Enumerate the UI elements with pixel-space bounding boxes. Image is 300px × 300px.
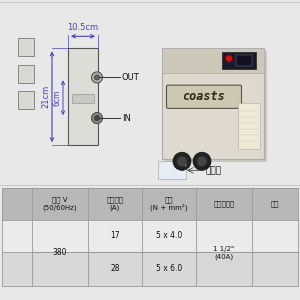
Circle shape xyxy=(92,72,103,83)
Circle shape xyxy=(193,152,211,170)
Text: 파이프직경: 파이프직경 xyxy=(213,200,235,207)
Circle shape xyxy=(94,75,100,80)
Bar xyxy=(222,52,256,68)
Bar xyxy=(18,64,34,83)
Text: IN: IN xyxy=(122,114,131,123)
Circle shape xyxy=(173,152,191,170)
Polygon shape xyxy=(181,161,186,166)
Circle shape xyxy=(177,156,187,166)
Bar xyxy=(2,188,298,220)
Text: 10.5cm: 10.5cm xyxy=(68,23,99,32)
Circle shape xyxy=(226,55,232,62)
Circle shape xyxy=(92,112,103,124)
Text: 6cm: 6cm xyxy=(53,90,62,106)
Bar xyxy=(165,51,267,162)
Bar xyxy=(162,48,264,159)
Text: 1 1/2"
(40A): 1 1/2" (40A) xyxy=(213,246,235,260)
Text: 전압 V
(50/60Hz): 전압 V (50/60Hz) xyxy=(43,196,77,211)
Text: 28: 28 xyxy=(110,264,120,273)
Bar xyxy=(72,94,94,103)
FancyBboxPatch shape xyxy=(158,161,186,179)
Text: 허용: 허용 xyxy=(271,200,279,207)
Text: 배선
(N + mm²): 배선 (N + mm²) xyxy=(150,196,188,211)
Bar xyxy=(68,48,98,145)
Bar xyxy=(236,56,252,65)
Text: 380: 380 xyxy=(53,248,67,257)
Bar xyxy=(18,91,34,109)
Bar xyxy=(162,48,264,73)
Text: 설명서: 설명서 xyxy=(206,166,222,175)
Text: 5 x 4.0: 5 x 4.0 xyxy=(156,231,182,240)
FancyBboxPatch shape xyxy=(167,85,242,108)
Circle shape xyxy=(94,116,100,121)
Bar xyxy=(238,103,260,149)
Bar xyxy=(18,38,34,56)
Bar xyxy=(2,220,298,252)
Text: 5 x 6.0: 5 x 6.0 xyxy=(156,264,182,273)
Bar xyxy=(2,252,298,286)
Text: OUT: OUT xyxy=(122,73,140,82)
Text: 21cm: 21cm xyxy=(41,85,50,108)
Text: coasts: coasts xyxy=(183,90,225,103)
Circle shape xyxy=(197,156,207,166)
Text: 17: 17 xyxy=(110,231,120,240)
Text: 정격전류
(A): 정격전류 (A) xyxy=(106,196,124,211)
